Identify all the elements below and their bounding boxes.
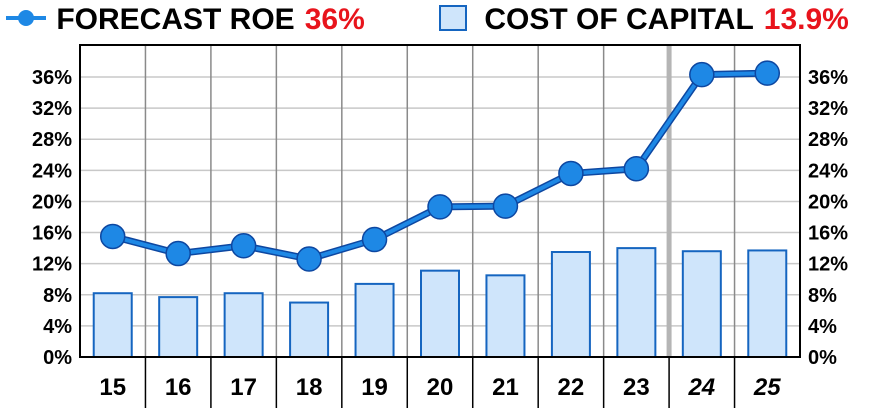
x-tick-label: 17 xyxy=(230,374,257,401)
bar-cost-of-capital xyxy=(223,292,264,359)
roe-point xyxy=(492,193,519,219)
y-tick-label-left: 32% xyxy=(32,98,72,120)
x-tick-label: 21 xyxy=(492,374,519,401)
bar-cost-of-capital xyxy=(616,247,657,358)
x-tick-label: 23 xyxy=(623,374,650,401)
roe-point xyxy=(623,156,650,182)
legend-item-coc[interactable]: COST OF CAPITAL 13.9% xyxy=(438,2,849,37)
bar-swatch-icon xyxy=(439,5,467,31)
bar-cost-of-capital xyxy=(92,292,133,359)
y-tick-label-right: 36% xyxy=(808,67,848,89)
x-tick-label: 19 xyxy=(361,374,388,401)
roe-point xyxy=(558,160,584,187)
y-tick-label-left: 28% xyxy=(32,129,72,151)
bar-cost-of-capital xyxy=(747,249,788,358)
plot-frame xyxy=(79,44,801,358)
y-tick-label-left: 0% xyxy=(43,347,72,369)
bar-cost-of-capital xyxy=(158,296,199,359)
legend-roe-value: 36% xyxy=(304,3,365,36)
y-tick-label-right: 20% xyxy=(808,191,848,213)
legend-roe-label: FORECAST ROE xyxy=(56,3,295,36)
y-tick-label-right: 0% xyxy=(808,347,837,369)
bar-cost-of-capital xyxy=(550,251,591,358)
x-tick-label: 18 xyxy=(296,374,323,401)
y-tick-label-left: 24% xyxy=(32,160,72,182)
line-marker-icon xyxy=(6,10,46,26)
y-tick-label-left: 12% xyxy=(32,254,72,276)
roe-point xyxy=(296,246,322,272)
y-tick-label-right: 32% xyxy=(808,98,848,120)
roe-point xyxy=(754,60,781,86)
y-tick-label-left: 20% xyxy=(32,191,72,213)
roe-point xyxy=(427,194,453,220)
roe-point xyxy=(689,61,715,88)
y-tick-label-right: 12% xyxy=(808,254,848,276)
x-tick-label: 15 xyxy=(99,374,126,401)
y-tick-label-right: 4% xyxy=(808,316,837,338)
bar-cost-of-capital xyxy=(485,274,526,359)
y-tick-label-right: 8% xyxy=(808,285,837,307)
x-tick-label: 24 xyxy=(687,374,715,401)
x-tick-label: 25 xyxy=(753,374,781,401)
legend-item-roe[interactable]: FORECAST ROE 36% xyxy=(4,2,365,37)
y-tick-label-left: 8% xyxy=(43,285,72,307)
x-tick-label: 20 xyxy=(427,374,454,401)
bar-cost-of-capital xyxy=(354,282,395,358)
axes: 0% 0% 4% 4% 8% 8% 12% 12% 16% 16% 20% 20% 24% 24% 28% 2… xyxy=(32,44,848,408)
bar-cost-of-capital xyxy=(681,250,722,359)
y-tick-label-left: 4% xyxy=(43,316,72,338)
y-tick-label-right: 16% xyxy=(808,223,848,245)
y-tick-label-right: 28% xyxy=(808,129,848,151)
roe-point xyxy=(99,223,126,250)
y-tick-label-right: 24% xyxy=(808,160,848,182)
legend: FORECAST ROE 36% COST OF CAPITAL 13.9% xyxy=(0,0,884,40)
legend-coc-value: 13.9% xyxy=(763,3,849,36)
bars xyxy=(92,247,788,359)
legend-coc-label: COST OF CAPITAL xyxy=(484,3,754,36)
x-tick-label: 22 xyxy=(558,374,585,401)
roe-points xyxy=(99,60,781,272)
bar-cost-of-capital xyxy=(289,301,330,358)
bar-cost-of-capital xyxy=(420,269,460,358)
roe-point xyxy=(165,240,191,267)
roe-point xyxy=(361,226,388,253)
x-tick-label: 16 xyxy=(165,374,192,401)
y-tick-label-left: 16% xyxy=(32,223,72,245)
y-tick-label-left: 36% xyxy=(32,67,72,89)
roe-point xyxy=(230,233,257,259)
